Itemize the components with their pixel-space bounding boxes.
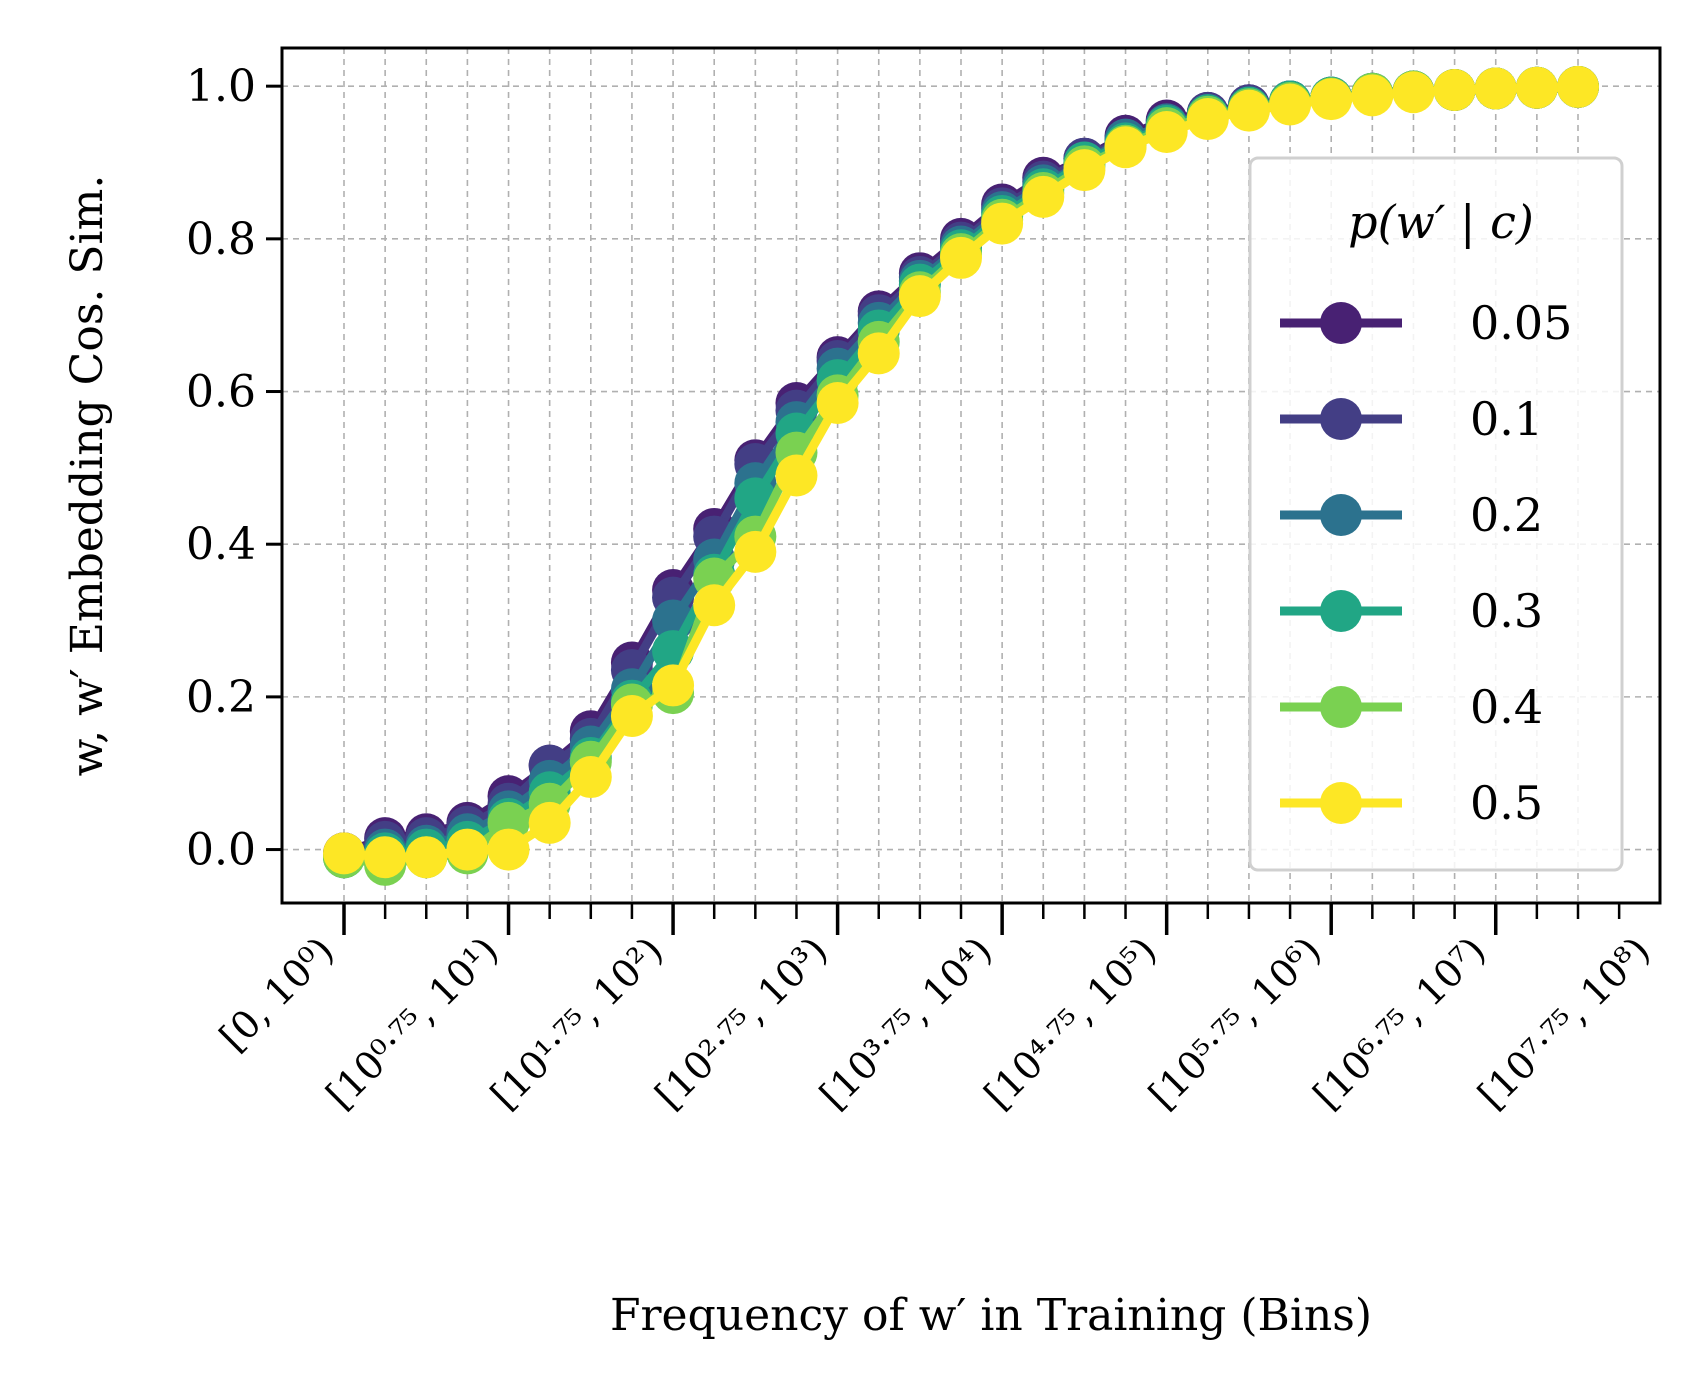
legend-title: p(w′ | c) <box>1348 195 1534 249</box>
x-tick-label: [10²·⁷⁵, 10³) <box>647 928 836 1117</box>
data-point <box>610 694 653 737</box>
x-tick-label: [10¹·⁷⁵, 10²) <box>482 928 671 1117</box>
legend-label: 0.2 <box>1470 488 1543 542</box>
data-point <box>1515 66 1558 109</box>
y-tick-label: 0.4 <box>186 519 256 570</box>
legend-entry: 0.5 <box>1280 776 1543 830</box>
x-axis-label: Frequency of w′ in Training (Bins) <box>610 1290 1372 1341</box>
data-point <box>940 236 982 279</box>
y-tick-label: 1.0 <box>186 61 256 112</box>
data-point <box>693 584 736 627</box>
data-point <box>487 828 530 871</box>
legend-marker <box>1320 590 1362 632</box>
legend: p(w′ | c) 0.05 0.1 0.2 0.3 0.4 0.5 <box>1248 156 1624 872</box>
data-point <box>364 836 407 879</box>
data-point <box>1227 89 1270 132</box>
plot-frame <box>280 46 1662 905</box>
data-point <box>1269 83 1312 126</box>
data-point <box>1063 149 1106 192</box>
data-point <box>981 202 1024 245</box>
legend-entry: 0.1 <box>1280 392 1543 446</box>
legend-entry: 0.05 <box>1280 296 1572 350</box>
series-0.5 <box>323 65 1599 879</box>
y-axis-label: w, w′ Embedding Cos. Sim. <box>62 175 113 777</box>
data-point <box>898 275 941 318</box>
legend-label: 0.3 <box>1470 584 1543 638</box>
data-point <box>816 381 859 424</box>
x-tick-label: [10⁷·⁷⁵, 10⁸) <box>1469 928 1658 1117</box>
legend-label: 0.1 <box>1470 392 1543 446</box>
legend-entry: 0.4 <box>1280 680 1543 734</box>
legend-label: 0.5 <box>1470 776 1543 830</box>
data-point <box>569 756 612 799</box>
data-point <box>446 828 489 871</box>
data-point <box>857 332 900 375</box>
y-tick-label: 0.0 <box>186 825 256 876</box>
legend-label: 0.05 <box>1470 296 1572 350</box>
data-point <box>1022 175 1065 218</box>
legend-entry: 0.3 <box>1280 584 1543 638</box>
data-point <box>652 664 695 707</box>
data-point <box>775 454 818 497</box>
x-tick-label: [10⁴·⁷⁵, 10⁵) <box>976 928 1165 1117</box>
series-layer <box>323 65 1599 886</box>
data-point <box>323 832 365 875</box>
y-tick-label: 0.6 <box>186 367 256 418</box>
legend-marker <box>1320 494 1362 536</box>
x-tick-label: [10⁵·⁷⁵, 10⁶) <box>1140 928 1329 1117</box>
x-tick-label: [10⁶·⁷⁵, 10⁷) <box>1305 928 1494 1117</box>
legend-label: 0.4 <box>1470 680 1543 734</box>
x-tick-label: [0, 10⁰) <box>211 928 342 1059</box>
y-tick-label: 0.8 <box>186 214 256 265</box>
x-tick-label: [10⁰·⁷⁵, 10¹) <box>318 928 507 1117</box>
legend-marker <box>1320 782 1362 824</box>
data-point <box>1186 97 1229 140</box>
data-point <box>734 530 777 573</box>
x-tick-label: [10³·⁷⁵, 10⁴) <box>811 928 1000 1117</box>
legend-marker <box>1320 398 1362 440</box>
data-point <box>1433 68 1476 111</box>
data-point <box>1351 74 1394 117</box>
data-point <box>405 836 448 879</box>
data-point <box>1104 126 1147 169</box>
legend-marker <box>1320 302 1362 344</box>
legend-marker <box>1320 686 1362 728</box>
legend-entry: 0.2 <box>1280 488 1543 542</box>
y-tick-label: 0.2 <box>186 672 256 723</box>
data-point <box>1557 65 1599 108</box>
data-point <box>1474 67 1517 110</box>
data-point <box>1310 78 1353 121</box>
data-point <box>1145 110 1188 153</box>
data-point <box>528 801 571 844</box>
data-point <box>1392 71 1435 114</box>
